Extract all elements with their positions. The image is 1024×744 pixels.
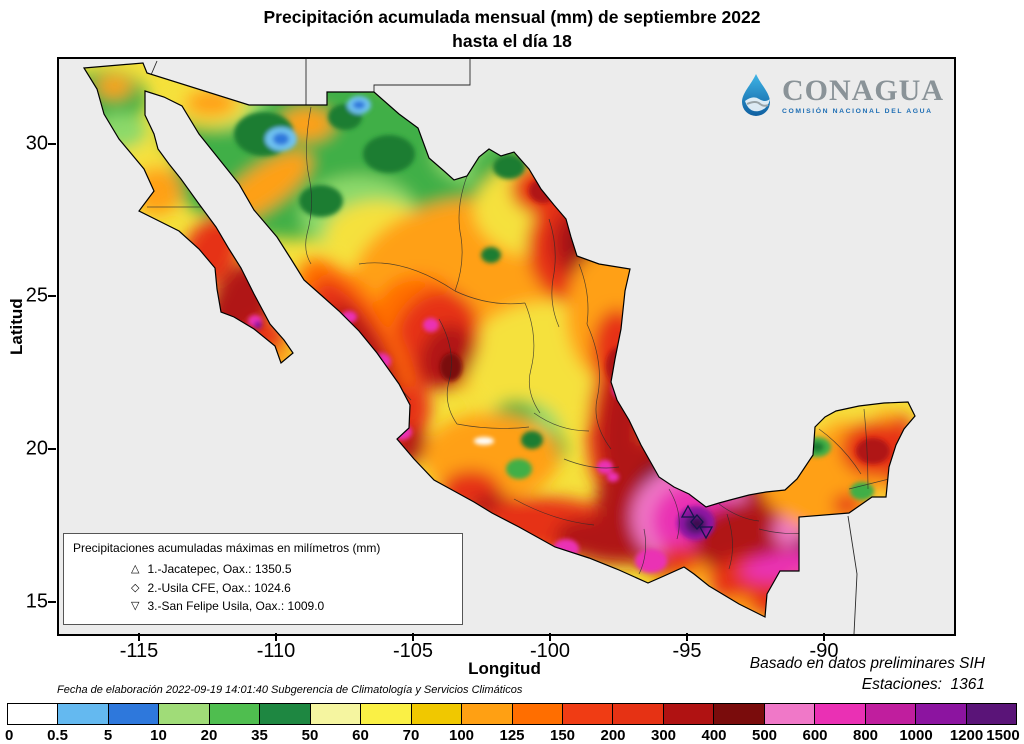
y-tick-label: 30 (25, 132, 48, 155)
x-tick-mark (686, 633, 688, 641)
precip-field-detail (234, 96, 915, 573)
colorbar-tick-label: 800 (852, 727, 879, 744)
colorbar-segment (208, 703, 261, 725)
y-tick-label: 20 (25, 437, 48, 460)
colorbar-tick-label: 100 (448, 727, 475, 744)
colorbar-tick-label: 125 (499, 727, 525, 744)
colorbar-segment (57, 703, 109, 725)
map-title-line1: Precipitación acumulada mensual (mm) de … (263, 7, 761, 27)
central-america-border-lines (847, 515, 858, 634)
conagua-logo-text-block: CONAGUA COMISIÓN NACIONAL DEL AGUA (782, 73, 944, 115)
colorbar-segment (7, 703, 59, 725)
colorbar-tick-label: 600 (802, 727, 828, 744)
colorbar-segment (612, 703, 664, 725)
station-marker-symbol-icon: ◇ (131, 581, 140, 594)
y-tick-mark (48, 143, 56, 145)
colorbar-tick-label: 1500 (986, 727, 1020, 744)
x-tick-mark (823, 633, 825, 641)
legend-station-row: △ 1.-Jacatepec, Oax.: 1350.5 (73, 560, 453, 579)
colorbar-segment (763, 703, 816, 725)
colorbar-segment (410, 703, 463, 725)
mexico-precipitation-map (59, 59, 954, 634)
colorbar-segment (107, 703, 160, 725)
conagua-logo: CONAGUA COMISIÓN NACIONAL DEL AGUA (739, 73, 944, 117)
map-plot-area: CONAGUA COMISIÓN NACIONAL DEL AGUA Preci… (57, 57, 956, 636)
colorbar-segment (158, 703, 210, 725)
legend-station-label: 2.-Usila CFE, Oax.: 1024.6 (147, 580, 291, 595)
colorbar-segment (713, 703, 765, 725)
colorbar-tick-label: 60 (352, 727, 369, 744)
legend-station-label: 3.-San Felipe Usila, Oax.: 1009.0 (147, 599, 325, 614)
x-tick-label: -110 (256, 640, 296, 662)
colorbar-tick-label: 0 (5, 727, 14, 744)
colorbar-tick-label: 50 (301, 727, 319, 744)
legend-station-row: ▽ 3.-San Felipe Usila, Oax.: 1009.0 (73, 597, 453, 616)
logo-subtitle: COMISIÓN NACIONAL DEL AGUA (782, 107, 933, 115)
colorbar (7, 703, 1018, 725)
colorbar-labels: 0 0.5 5 10 20 35 50 60 70 100 125 150 200 300 400 500 60… (5, 727, 1020, 744)
station-markers (680, 504, 714, 540)
x-tick-label: -90 (809, 640, 839, 662)
y-tick-label: 15 (25, 590, 48, 613)
colorbar-tick-label: 1000 (899, 727, 933, 744)
water-drop-icon (742, 74, 770, 116)
colorbar-tick-label: 0.5 (47, 727, 68, 744)
x-tick-mark (549, 633, 551, 641)
colorbar-tick-label: 10 (150, 727, 167, 744)
station-marker-2-diamond-icon (690, 514, 704, 530)
colorbar-tick-label: 400 (701, 727, 727, 744)
colorbar-segment (360, 703, 412, 725)
elaboration-note: Fecha de elaboración 2022-09-19 14:01:40… (57, 684, 523, 696)
y-tick-mark (48, 601, 56, 603)
colorbar-tick-label: 200 (600, 727, 626, 744)
x-tick-label: -115 (119, 640, 159, 662)
colorbar-segment (461, 703, 513, 725)
colorbar-segment (259, 703, 311, 725)
legend-entries: △ 1.-Jacatepec, Oax.: 1350.5 ◇ 2.-Usila CFE… (73, 560, 453, 616)
colorbar-tick-label: 300 (650, 727, 677, 744)
station-marker-symbol-icon: △ (131, 562, 140, 575)
x-axis-label: Longitud (468, 659, 541, 678)
colorbar-segment (915, 703, 967, 725)
colorbar-tick-label: 35 (251, 727, 268, 744)
y-tick-mark (48, 295, 56, 297)
legend-station-label: 1.-Jacatepec, Oax.: 1350.5 (147, 562, 292, 577)
colorbar-segment (814, 703, 866, 725)
y-tick-mark (48, 448, 56, 450)
station-marker-symbol-icon: ▽ (131, 600, 140, 613)
x-tick-mark (412, 633, 414, 641)
legend-title: Precipitaciones acumuladas máximas en mi… (73, 541, 381, 556)
colorbar-segment (662, 703, 715, 725)
colorbar-segment (561, 703, 614, 725)
x-tick-mark (138, 633, 140, 641)
station-marker-3-triangle-down-icon (698, 526, 714, 540)
colorbar-segment (965, 703, 1018, 725)
stations-count-note: Estaciones: 1361 (861, 676, 985, 693)
colorbar-segment (309, 703, 362, 725)
y-tick-label: 25 (25, 284, 48, 307)
map-title-line2: hasta el día 18 (452, 31, 572, 51)
colorbar-tick-label: 150 (549, 727, 576, 744)
colorbar-tick-label: 70 (402, 727, 420, 744)
x-tick-label: -95 (672, 640, 702, 662)
data-source-note: Basado en datos preliminares SIH (749, 655, 985, 672)
logo-text: CONAGUA (782, 73, 944, 107)
colorbar-segment (864, 703, 917, 725)
colorbar-tick-label: 1200 (949, 727, 984, 744)
max-precip-legend: Precipitaciones acumuladas máximas en mi… (63, 533, 463, 625)
x-tick-label: -100 (529, 640, 571, 662)
colorbar-segment (511, 703, 563, 725)
colorbar-tick-label: 20 (200, 727, 218, 744)
colorbar-tick-label: 5 (103, 727, 113, 744)
x-tick-label: -105 (392, 640, 434, 662)
colorbar-tick-label: 500 (751, 727, 778, 744)
x-tick-mark (275, 633, 277, 641)
station-marker-1-triangle-up-icon (680, 504, 696, 518)
mexico-border (82, 62, 916, 618)
legend-station-row: ◇ 2.-Usila CFE, Oax.: 1024.6 (73, 579, 453, 598)
